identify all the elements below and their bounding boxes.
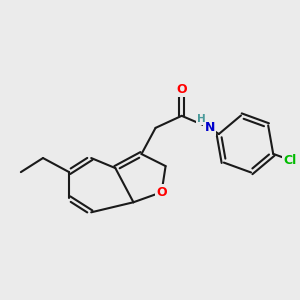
Text: H: H (196, 114, 205, 124)
Text: Cl: Cl (284, 154, 297, 166)
Text: O: O (176, 83, 187, 96)
Text: N: N (205, 122, 215, 134)
Text: O: O (156, 186, 167, 199)
